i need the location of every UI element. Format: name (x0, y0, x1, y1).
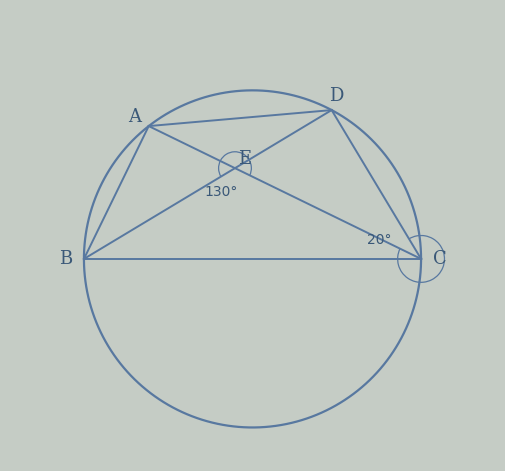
Text: 20°: 20° (367, 233, 391, 247)
Text: B: B (59, 250, 72, 268)
Text: A: A (128, 108, 141, 126)
Text: C: C (433, 250, 446, 268)
Text: 130°: 130° (204, 185, 238, 199)
Text: E: E (238, 150, 251, 168)
Text: D: D (329, 87, 343, 105)
